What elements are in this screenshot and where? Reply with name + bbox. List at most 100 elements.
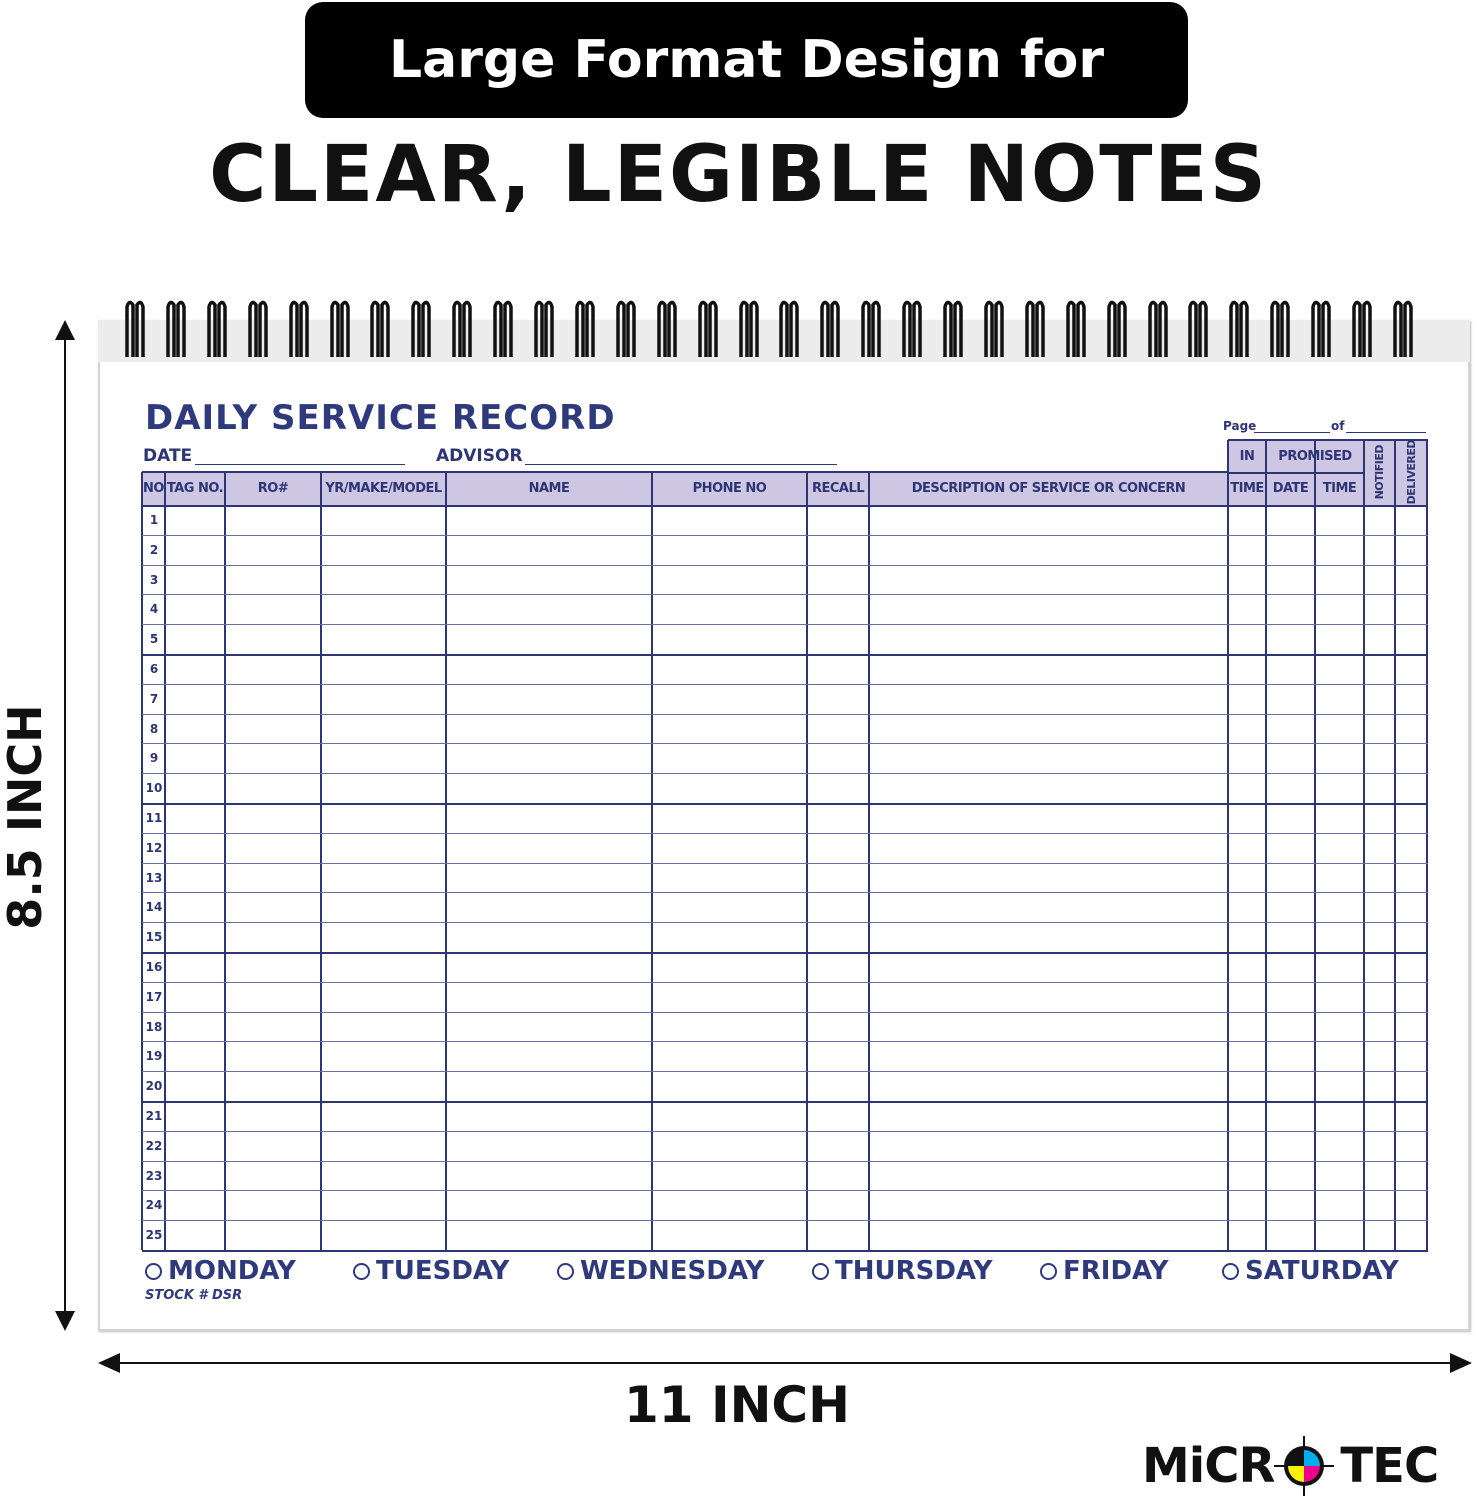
- table-row[interactable]: [165, 894, 1427, 921]
- day-option-wednesday[interactable]: WEDNESDAY: [557, 1256, 764, 1286]
- spiral-coil: [738, 300, 759, 357]
- day-label: MONDAY: [168, 1256, 296, 1286]
- spiral-coil: [1311, 300, 1331, 357]
- day-label: WEDNESDAY: [580, 1256, 765, 1286]
- row-number: 24: [145, 1198, 163, 1213]
- spiral-coil: [820, 300, 841, 357]
- row-number: 3: [149, 572, 159, 587]
- table-row[interactable]: [165, 1133, 1427, 1160]
- row-divider: [142, 1250, 1428, 1252]
- column-header: DATE: [1266, 472, 1315, 505]
- row-divider: [142, 1220, 1428, 1222]
- table-row[interactable]: [165, 924, 1427, 951]
- column-divider: [1426, 440, 1428, 1250]
- width-label: 11 INCH: [624, 1376, 850, 1434]
- spiral-coil: [329, 300, 350, 357]
- row-number: 20: [145, 1079, 163, 1094]
- row-divider: [142, 564, 1428, 566]
- advisor-field[interactable]: [525, 448, 837, 465]
- height-arrow: [55, 320, 75, 1331]
- radio-circle-icon[interactable]: [1040, 1262, 1057, 1280]
- table-row[interactable]: [165, 567, 1427, 594]
- column-header: RECALL: [807, 472, 869, 505]
- table-row[interactable]: [165, 805, 1427, 832]
- row-number: 9: [149, 751, 159, 766]
- day-option-monday[interactable]: MONDAY: [145, 1256, 296, 1286]
- column-divider: [320, 472, 322, 1250]
- day-option-tuesday[interactable]: TUESDAY: [353, 1256, 509, 1286]
- column-header: TIME: [1228, 472, 1266, 505]
- spiral-coil: [656, 300, 677, 357]
- date-field[interactable]: [195, 448, 405, 465]
- table-row[interactable]: [165, 865, 1427, 892]
- row-divider: [142, 832, 1428, 834]
- headline: CLEAR, LEGIBLE NOTES: [209, 130, 1268, 220]
- row-number: 1: [149, 513, 159, 527]
- column-divider: [651, 472, 653, 1250]
- column-divider: [1314, 440, 1316, 1250]
- banner: Large Format Design for: [305, 2, 1188, 118]
- table-row[interactable]: [165, 1163, 1427, 1190]
- row-divider: [142, 1071, 1428, 1073]
- column-divider: [1227, 440, 1229, 1250]
- table-row[interactable]: [165, 1103, 1427, 1130]
- form-title: DAILY SERVICE RECORD: [145, 398, 616, 438]
- table-row[interactable]: [165, 984, 1427, 1011]
- row-number: 6: [149, 662, 159, 676]
- radio-circle-icon[interactable]: [145, 1262, 162, 1280]
- table-row[interactable]: [165, 537, 1427, 564]
- day-option-thursday[interactable]: THURSDAY: [812, 1256, 992, 1286]
- column-header: YR/MAKE/MODEL: [321, 472, 446, 505]
- spiral-coil: [943, 300, 963, 357]
- spiral-coil: [166, 300, 186, 357]
- day-option-saturday[interactable]: SATURDAY: [1222, 1256, 1399, 1286]
- table-row[interactable]: [165, 745, 1427, 772]
- table-row[interactable]: [165, 626, 1427, 653]
- radio-circle-icon[interactable]: [353, 1262, 370, 1280]
- day-label: SATURDAY: [1245, 1256, 1399, 1286]
- row-number: 12: [145, 840, 163, 855]
- spiral-coil: [452, 300, 472, 357]
- radio-circle-icon[interactable]: [1222, 1262, 1239, 1280]
- table-row[interactable]: [165, 716, 1427, 743]
- column-divider: [1265, 440, 1267, 1250]
- of-label: of: [1331, 419, 1345, 433]
- row-number: 25: [145, 1228, 163, 1243]
- table-row[interactable]: [165, 775, 1427, 802]
- radio-circle-icon[interactable]: [557, 1262, 574, 1280]
- row-number: 16: [145, 960, 163, 974]
- table-row[interactable]: [165, 1073, 1427, 1100]
- spiral-coil: [861, 300, 881, 357]
- row-number: 4: [149, 602, 159, 617]
- row-divider: [142, 654, 1428, 656]
- stock-number: STOCK # DSR: [145, 1288, 243, 1303]
- radio-circle-icon[interactable]: [812, 1262, 829, 1280]
- table-row[interactable]: [165, 656, 1427, 683]
- page-total-field[interactable]: [1346, 420, 1426, 433]
- spiral-coil: [247, 300, 268, 357]
- table-row[interactable]: [165, 686, 1427, 713]
- table-row[interactable]: [165, 507, 1427, 534]
- table-row[interactable]: [165, 954, 1427, 981]
- height-label: 8.5 INCH: [0, 704, 52, 930]
- row-divider: [142, 981, 1428, 983]
- column-divider: [868, 472, 870, 1250]
- table-row[interactable]: [165, 835, 1427, 862]
- spiral-coil: [288, 300, 309, 357]
- table-row[interactable]: [165, 1014, 1427, 1041]
- row-divider: [142, 534, 1428, 536]
- table-row[interactable]: [165, 596, 1427, 623]
- column-header-text: DELIVERED: [1404, 440, 1418, 505]
- row-divider: [142, 922, 1428, 924]
- spiral-coil: [411, 300, 432, 357]
- row-divider: [142, 803, 1428, 805]
- table-row[interactable]: [165, 1222, 1427, 1249]
- banner-text: Large Format Design for: [388, 30, 1105, 90]
- row-divider: [142, 624, 1428, 626]
- row-divider: [142, 1160, 1428, 1162]
- day-option-friday[interactable]: FRIDAY: [1040, 1256, 1169, 1286]
- table-row[interactable]: [165, 1043, 1427, 1070]
- page-field[interactable]: [1254, 420, 1330, 433]
- table-row[interactable]: [165, 1192, 1427, 1219]
- row-number: 14: [145, 900, 163, 915]
